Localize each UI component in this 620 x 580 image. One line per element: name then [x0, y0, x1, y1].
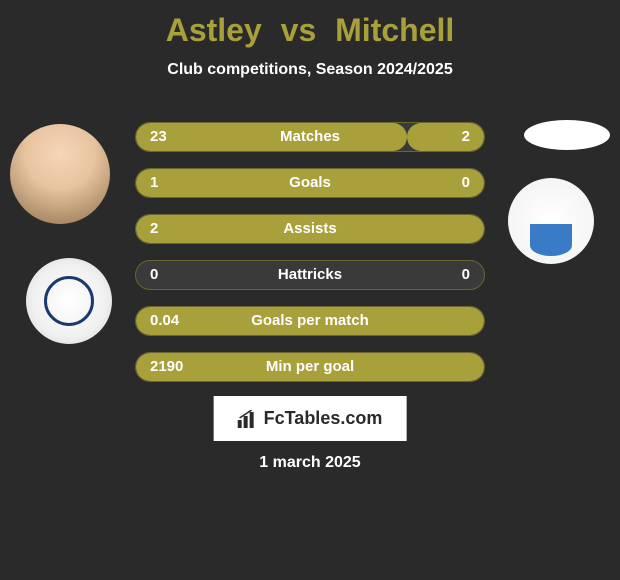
stat-row: 0Hattricks0 [135, 260, 485, 290]
stat-value-right: 0 [462, 169, 470, 197]
stat-row: 23Matches2 [135, 122, 485, 152]
stat-label: Goals per match [136, 307, 484, 335]
stat-label: Matches [136, 123, 484, 151]
stats-container: 23Matches21Goals02Assists0Hattricks00.04… [135, 122, 485, 398]
comparison-title: Astley vs Mitchell [0, 0, 620, 49]
stat-label: Min per goal [136, 353, 484, 381]
vs-label: vs [281, 12, 317, 48]
stat-label: Assists [136, 215, 484, 243]
player1-avatar [10, 124, 110, 224]
stat-value-right: 2 [462, 123, 470, 151]
player1-name: Astley [166, 12, 262, 48]
subtitle: Club competitions, Season 2024/2025 [0, 61, 620, 79]
brand-text: FcTables.com [264, 408, 383, 429]
player2-avatar [524, 120, 610, 150]
club1-badge [26, 258, 112, 344]
date-label: 1 march 2025 [0, 454, 620, 472]
brand-box[interactable]: FcTables.com [214, 396, 407, 441]
stat-row: 2Assists [135, 214, 485, 244]
stat-label: Hattricks [136, 261, 484, 289]
stat-row: 1Goals0 [135, 168, 485, 198]
stat-value-right: 0 [462, 261, 470, 289]
stat-row: 2190Min per goal [135, 352, 485, 382]
player2-name: Mitchell [335, 12, 454, 48]
stat-label: Goals [136, 169, 484, 197]
stat-row: 0.04Goals per match [135, 306, 485, 336]
brand-chart-icon [238, 410, 258, 428]
club2-badge [508, 178, 594, 264]
